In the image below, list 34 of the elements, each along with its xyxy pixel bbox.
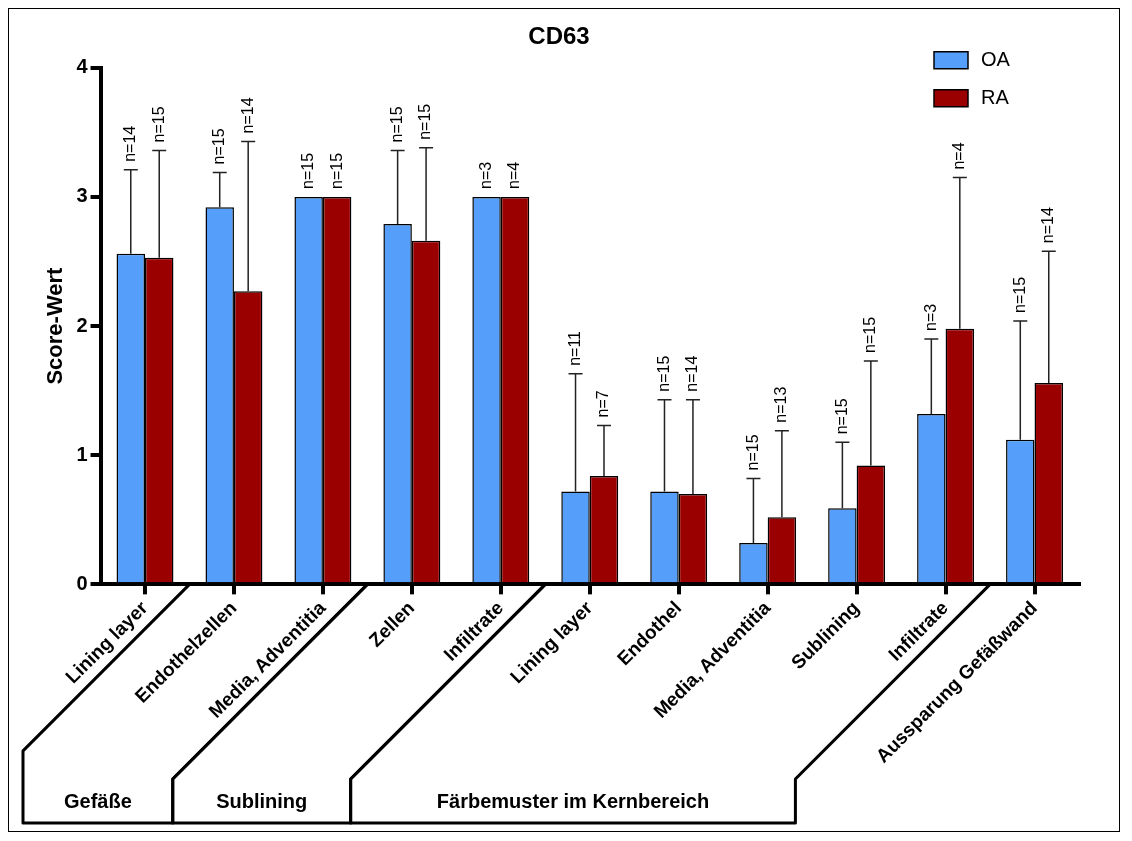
text: Sublining bbox=[216, 790, 308, 813]
annotation: n=15 bbox=[654, 355, 672, 392]
annotation: n=15 bbox=[327, 152, 345, 189]
legend-label: RA bbox=[981, 86, 1010, 109]
legend-label: OA bbox=[981, 48, 1011, 71]
y-tick-label: 4 bbox=[76, 55, 89, 78]
annotation: n=15 bbox=[388, 106, 406, 143]
annotation: n=15 bbox=[861, 316, 879, 353]
annotation: n=11 bbox=[565, 330, 583, 366]
y-tick-label: 0 bbox=[76, 571, 88, 594]
annotation: n=7 bbox=[594, 390, 612, 418]
text: Färbemuster im Kernbereich bbox=[436, 790, 710, 813]
text: Gefäße bbox=[63, 790, 132, 813]
annotation: n=4 bbox=[950, 142, 968, 170]
annotation: n=4 bbox=[505, 161, 523, 189]
annotation: n=13 bbox=[772, 386, 790, 423]
annotation: n=14 bbox=[1039, 207, 1057, 244]
annotation: n=15 bbox=[210, 128, 228, 165]
y-tick-label: 2 bbox=[76, 313, 88, 336]
annotation: n=14 bbox=[683, 355, 701, 392]
annotation: n=14 bbox=[121, 125, 139, 162]
annotation: n=15 bbox=[416, 103, 434, 140]
annotation: n=15 bbox=[149, 106, 167, 143]
annotation: n=14 bbox=[238, 97, 256, 134]
annotation: n=15 bbox=[1010, 276, 1028, 313]
annotation: n=3 bbox=[921, 303, 939, 331]
y-tick-label: 3 bbox=[76, 184, 88, 207]
annotation: n=15 bbox=[299, 152, 317, 189]
annotation: n=3 bbox=[476, 161, 494, 189]
chart-title: CD63 bbox=[528, 22, 590, 50]
y-tick-label: 1 bbox=[76, 442, 88, 465]
y-axis-title: Score-Wert bbox=[42, 266, 68, 385]
annotation: n=15 bbox=[743, 434, 761, 471]
annotation: n=15 bbox=[832, 398, 850, 435]
